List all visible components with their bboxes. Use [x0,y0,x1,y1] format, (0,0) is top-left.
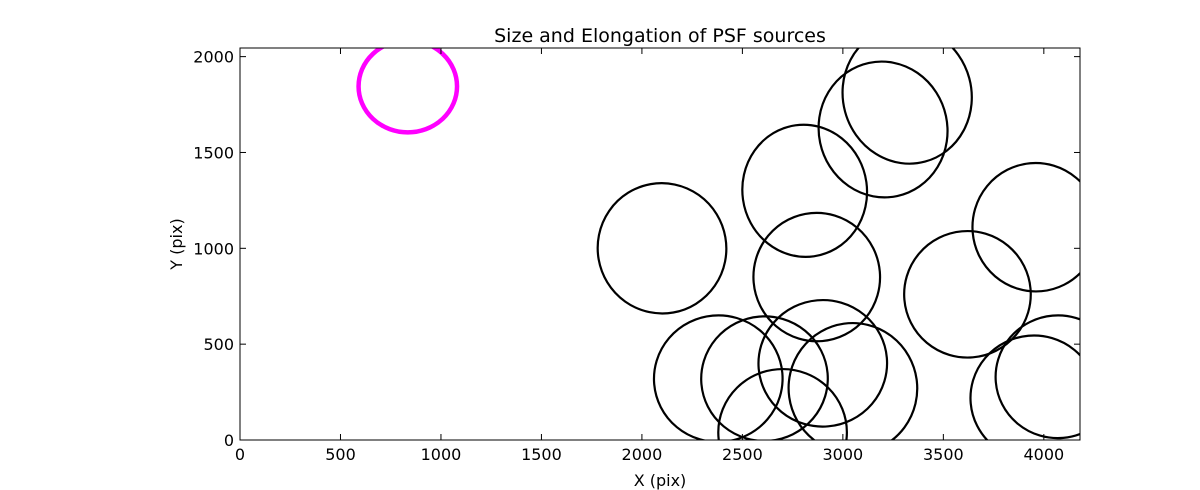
y-tick-label: 500 [203,335,234,354]
psf-ellipse [596,182,728,315]
reference-ellipse [356,48,460,135]
psf-ellipse [969,334,1080,440]
x-tick-label: 2500 [722,445,763,464]
psf-ellipse [757,298,889,428]
ellipse-layer [356,48,1080,440]
y-tick-label: 0 [224,431,234,450]
x-tick-label: 4000 [1023,445,1064,464]
psf-ellipse [903,229,1032,359]
psf-ellipse [652,314,784,440]
psf-ellipse [994,314,1080,440]
x-tick-label: 500 [325,445,356,464]
x-tick-label: 3500 [923,445,964,464]
psf-ellipse [741,123,869,258]
chart-title: Size and Elongation of PSF sources [494,25,826,47]
x-axis-label: X (pix) [634,471,687,490]
y-axis: 0 500 1000 1500 2000 [193,48,1080,450]
x-tick-label: 3000 [823,445,864,464]
x-tick-label: 1000 [421,445,462,464]
y-axis-label: Y (pix) [167,218,186,270]
y-tick-label: 2000 [193,48,234,67]
y-tick-label: 1000 [193,239,234,258]
x-tick-label: 2000 [622,445,663,464]
psf-ellipse [700,315,829,440]
psf-ellipse [841,48,973,165]
plot-frame [239,47,1081,441]
psf-ellipse [717,367,848,440]
x-axis: 0 500 1000 1500 2000 2500 3000 3500 4000 [235,48,1064,464]
y-tick-label: 1500 [193,143,234,162]
x-tick-label: 1500 [521,445,562,464]
psf-ellipse [787,321,919,440]
psf-ellipse [971,161,1080,293]
psf-ellipse [752,211,882,343]
psf-ellipse [817,60,949,199]
x-tick-label: 0 [235,445,245,464]
